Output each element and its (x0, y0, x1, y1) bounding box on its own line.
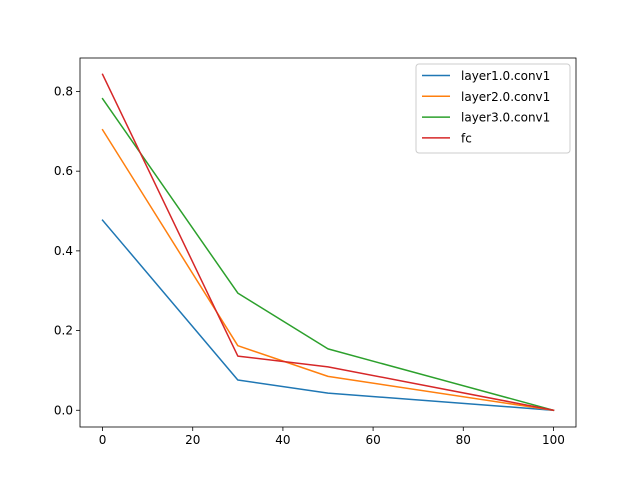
y-tick-label: 0.2 (54, 324, 73, 338)
series-line (101, 97, 555, 412)
x-tick-label: 60 (365, 433, 380, 447)
y-tick-label: 0.8 (54, 84, 73, 98)
legend-label: layer1.0.conv1 (461, 69, 550, 83)
x-axis: 0 20 40 60 80 100 (99, 427, 565, 447)
x-tick-label: 40 (275, 433, 290, 447)
y-axis: 0.0 0.2 0.4 0.6 0.8 (54, 84, 80, 417)
x-tick-label: 80 (456, 433, 471, 447)
y-tick-label: 0.4 (54, 244, 73, 258)
series-line (101, 219, 555, 412)
x-tick-label: 0 (99, 433, 107, 447)
legend-label: layer2.0.conv1 (461, 90, 550, 104)
series-layer (101, 73, 555, 412)
series-line (101, 73, 555, 412)
x-tick-label: 20 (185, 433, 200, 447)
axes-frame (79, 57, 577, 428)
y-tick-label: 0.0 (54, 403, 73, 417)
legend-label: layer3.0.conv1 (461, 111, 550, 125)
legend-box (415, 63, 571, 154)
y-tick-label: 0.6 (54, 164, 73, 178)
legend: layer1.0.conv1 layer2.0.conv1 layer3.0.con… (415, 63, 571, 154)
x-tick-label: 100 (542, 433, 565, 447)
legend-label: fc (461, 131, 472, 145)
